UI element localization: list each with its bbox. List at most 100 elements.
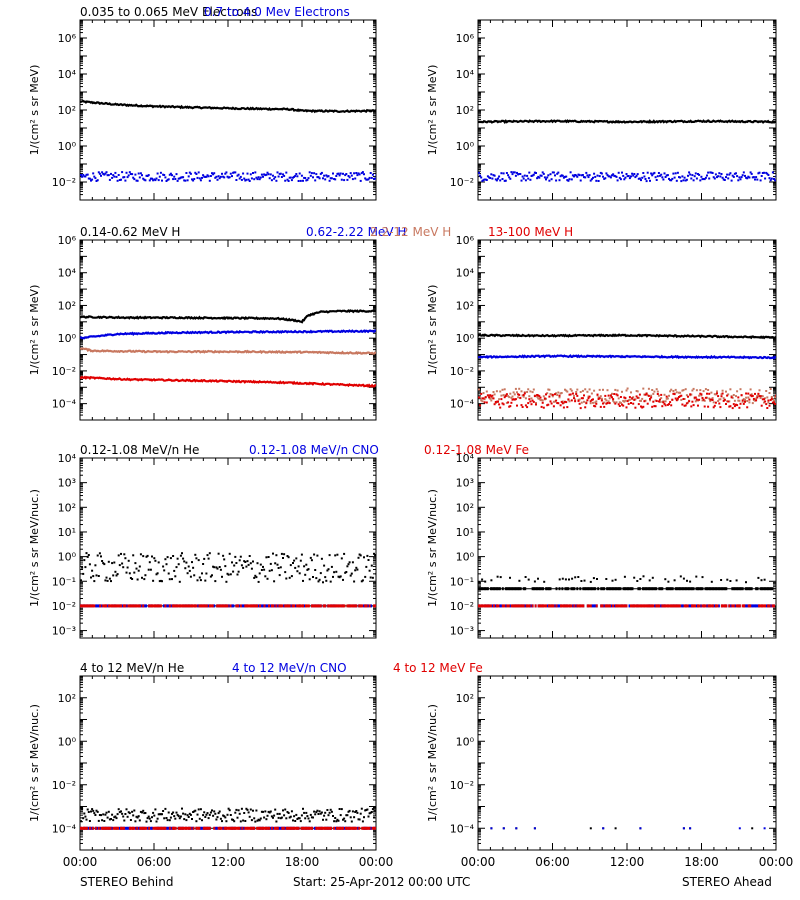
floor-point-blue [228, 604, 230, 608]
data-point-blue [88, 177, 91, 180]
floor-point-red [561, 604, 564, 608]
data-point-red [676, 397, 679, 400]
data-point-tan [717, 400, 720, 402]
data-point-blue [577, 173, 580, 176]
floor-point-black [655, 587, 658, 591]
data-point-black [107, 560, 110, 563]
data-point-blue [166, 178, 169, 181]
data-point-blue [732, 175, 735, 178]
data-point-black [229, 814, 232, 816]
data-point-black [227, 573, 230, 576]
data-point-black [367, 559, 370, 561]
data-point-black [310, 559, 313, 562]
floor-point-red [615, 604, 618, 608]
data-point-blue [494, 178, 497, 181]
data-point-blue [650, 172, 653, 175]
data-point-black [478, 581, 480, 584]
data-point-black [592, 577, 595, 580]
data-point-blue [174, 178, 177, 180]
data-point-blue [566, 179, 569, 182]
data-point-black [181, 807, 183, 810]
data-point-blue [769, 179, 772, 182]
data-point-blue [145, 174, 148, 177]
data-point-black [175, 566, 178, 569]
data-point-red [578, 402, 581, 405]
floor-point-red [656, 604, 659, 608]
floor-point-red [662, 604, 665, 608]
data-point-blue [188, 171, 191, 174]
footer-center-label: Start: 25-Apr-2012 00:00 UTC [293, 875, 470, 889]
data-point-black [91, 569, 94, 572]
data-point-blue [298, 172, 301, 175]
floor-point-black [698, 587, 701, 591]
data-point-black [614, 827, 617, 830]
y-tick-label: 10² [58, 104, 76, 117]
data-point-blue [756, 178, 759, 181]
legend-label-black: 4 to 12 MeV/n He [80, 661, 184, 675]
data-point-black [327, 814, 330, 817]
floor-point-red [133, 604, 136, 608]
y-tick-label: 10² [456, 501, 474, 514]
data-point-black [333, 820, 336, 823]
data-point-tan [747, 396, 750, 399]
data-point-blue [754, 178, 756, 181]
data-point-blue [320, 171, 323, 174]
data-point-red [638, 393, 641, 396]
floor-point-red [154, 826, 156, 830]
data-point-tan [640, 399, 642, 402]
floor-point-red [339, 604, 341, 608]
data-point-black [254, 820, 257, 823]
floor-point-red [189, 826, 192, 830]
y-tick-label: 10² [58, 692, 76, 705]
data-point-blue [328, 179, 331, 182]
data-point-black [308, 820, 311, 823]
floor-point-red [173, 826, 176, 830]
data-point-tan [607, 400, 610, 403]
data-point-red [580, 397, 583, 400]
data-point-blue [137, 172, 140, 175]
floor-point-blue [145, 604, 148, 608]
data-point-black [273, 580, 276, 583]
data-point-blue [94, 177, 97, 180]
floor-point-blue [755, 604, 758, 608]
floor-point-blue [149, 826, 152, 830]
data-point-black [312, 576, 314, 578]
data-point-black [318, 578, 321, 581]
data-point-tan [736, 390, 739, 393]
floor-point-red [346, 604, 349, 608]
data-point-blue [327, 175, 330, 178]
data-point-blue [192, 179, 195, 182]
data-point-blue [133, 178, 136, 181]
floor-point-red [328, 604, 331, 608]
data-point-red [624, 397, 627, 400]
data-point-tan [676, 398, 679, 401]
floor-point-red [192, 604, 195, 608]
data-point-blue [636, 173, 639, 176]
floor-point-black [631, 587, 634, 591]
floor-point-red [128, 604, 131, 608]
data-point-black [264, 810, 267, 813]
data-point-red [703, 405, 706, 408]
data-point-red [691, 400, 694, 403]
floor-point-blue [121, 604, 124, 608]
floor-point-red [691, 604, 694, 608]
floor-point-red [646, 604, 649, 608]
data-point-blue [245, 178, 248, 181]
data-point-red [621, 403, 623, 406]
data-point-red [647, 394, 650, 397]
data-point-tan [485, 390, 488, 393]
data-point-black [123, 553, 126, 556]
floor-point-black [513, 587, 516, 591]
data-point-black [185, 819, 188, 822]
plot-frame [79, 457, 377, 639]
data-point-blue [356, 174, 359, 177]
data-point-tan [664, 400, 667, 403]
data-point-black [117, 554, 120, 557]
data-point-blue [82, 173, 85, 176]
data-point-blue [580, 174, 583, 177]
data-point-black [240, 807, 243, 810]
floor-point-black [549, 587, 552, 591]
data-point-black [104, 813, 107, 816]
data-point-black [317, 813, 320, 815]
